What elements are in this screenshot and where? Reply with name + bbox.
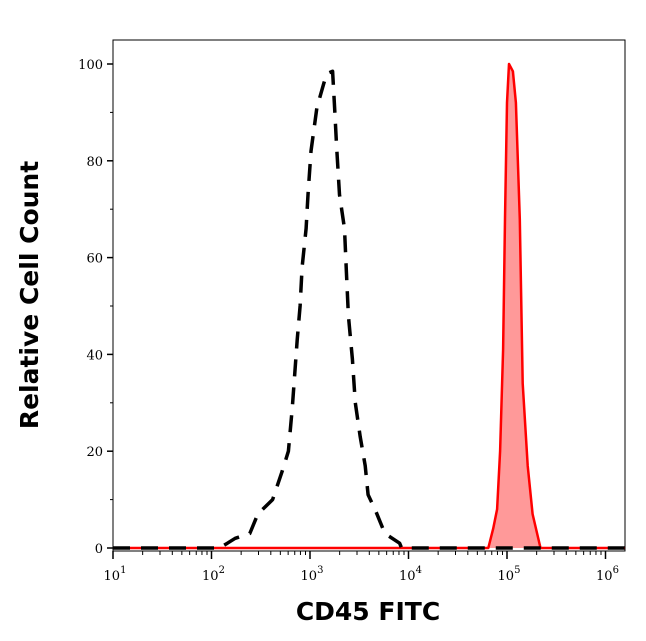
x-tick-label: 102 (202, 565, 225, 584)
x-tick-label: 104 (399, 565, 422, 584)
series-layer (113, 62, 625, 550)
x-tick-label: 106 (596, 565, 619, 584)
series-fill-1 (113, 64, 625, 548)
axis-layer: 101 102 103 104 105 106 0 20 40 60 80 100 (78, 58, 619, 584)
x-tick-label: 101 (104, 565, 127, 584)
series-line-0 (113, 69, 625, 550)
x-tick-label: 105 (498, 565, 521, 584)
series-line-1 (113, 62, 625, 550)
y-tick-label: 0 (95, 542, 103, 557)
plot-frame (112, 39, 626, 552)
y-axis-label: Relative Cell Count (15, 161, 44, 429)
y-tick-label: 20 (86, 445, 103, 460)
y-tick-label: 40 (86, 348, 103, 363)
y-tick-label: 60 (86, 252, 103, 267)
x-axis-label: CD45 FITC (296, 597, 440, 626)
y-tick-label: 100 (78, 58, 103, 73)
x-tick-label: 103 (301, 565, 324, 584)
y-tick-label: 80 (86, 155, 103, 170)
